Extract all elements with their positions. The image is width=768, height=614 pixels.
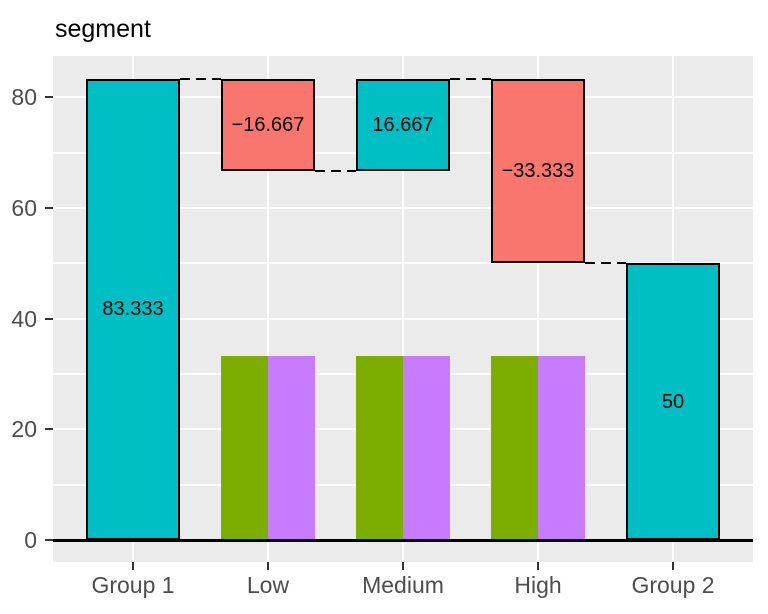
connector-dash-line	[315, 170, 356, 173]
minor-gridline	[53, 262, 753, 265]
y-axis-tick	[45, 207, 53, 210]
x-axis-tick	[537, 562, 539, 570]
dodged-bar	[268, 355, 315, 540]
major-gridline	[53, 207, 753, 210]
waterfall-bar	[626, 263, 720, 540]
dodged-bar	[403, 355, 450, 540]
dodged-bar	[491, 355, 538, 540]
x-axis-label: Group 2	[631, 572, 715, 598]
waterfall-bar	[491, 78, 585, 264]
waterfall-bar	[86, 78, 180, 540]
waterfall-bar	[356, 78, 450, 172]
zero-baseline	[53, 538, 753, 542]
bar-value-label: −33.333	[501, 160, 575, 183]
waterfall-bar	[221, 78, 315, 172]
y-axis-tick	[45, 317, 53, 320]
connector-dash-line	[450, 77, 491, 80]
dodged-bar	[356, 355, 403, 540]
bar-value-label: 50	[661, 390, 685, 413]
y-axis-tick	[45, 539, 53, 541]
vertical-gridline	[402, 56, 404, 562]
x-axis-label: Medium	[362, 572, 444, 598]
chart-title: segment	[55, 15, 151, 43]
bar-value-label: 16.667	[372, 114, 434, 137]
y-axis-label: 0	[24, 527, 37, 553]
y-axis-tick	[45, 96, 53, 99]
y-axis-label: 80	[11, 84, 37, 111]
bar-value-label: −16.667	[231, 114, 305, 137]
y-axis-tick	[45, 428, 53, 431]
x-axis-label: Low	[246, 572, 290, 598]
vertical-gridline	[267, 56, 269, 562]
x-axis-tick	[132, 562, 134, 570]
x-axis-label: Group 1	[91, 572, 175, 598]
x-axis-tick	[267, 562, 269, 570]
x-axis-tick	[672, 562, 674, 570]
x-axis-tick	[402, 562, 404, 570]
vertical-gridline	[537, 56, 539, 562]
connector-dash-line	[585, 262, 626, 265]
y-axis-label: 40	[11, 305, 37, 332]
connector-dash-line	[180, 77, 221, 80]
major-gridline	[53, 317, 753, 320]
y-axis-label: 60	[11, 195, 37, 222]
dodged-bar	[221, 355, 268, 540]
plot-panel: 83.333 −16.667 16.667 −33.333 50	[53, 56, 753, 562]
y-axis-label: 20	[11, 416, 37, 443]
bar-value-label: 83.333	[102, 298, 164, 321]
dodged-bar	[538, 355, 585, 540]
x-axis-label: High	[514, 572, 562, 598]
